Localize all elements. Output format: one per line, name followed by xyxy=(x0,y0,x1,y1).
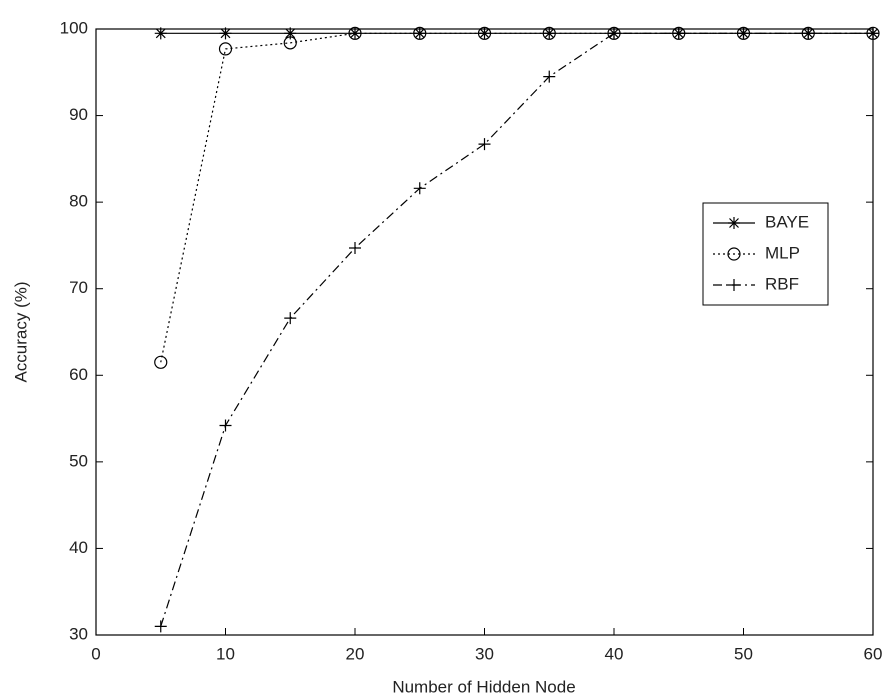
x-axis-label: Number of Hidden Node xyxy=(392,677,575,696)
marker xyxy=(155,27,167,39)
x-tick-label: 10 xyxy=(216,644,235,663)
y-tick-label: 40 xyxy=(69,538,88,557)
legend-label: MLP xyxy=(765,243,800,262)
y-tick-label: 50 xyxy=(69,451,88,470)
marker xyxy=(728,217,740,229)
x-tick-label: 0 xyxy=(91,644,100,663)
y-tick-label: 30 xyxy=(69,624,88,643)
y-tick-label: 70 xyxy=(69,278,88,297)
plot-area xyxy=(96,29,873,635)
x-tick-label: 30 xyxy=(475,644,494,663)
marker xyxy=(284,27,296,39)
y-tick-label: 90 xyxy=(69,105,88,124)
x-tick-label: 40 xyxy=(605,644,624,663)
chart: Number of Hidden Node Accuracy (%) 0 10 20… xyxy=(0,0,884,698)
y-tick-label: 80 xyxy=(69,192,88,211)
y-tick-label: 100 xyxy=(60,18,88,37)
marker xyxy=(220,27,232,39)
y-tick-label: 60 xyxy=(69,365,88,384)
x-tick-label: 60 xyxy=(864,644,883,663)
legend-label: RBF xyxy=(765,274,799,293)
x-tick-label: 50 xyxy=(734,644,753,663)
x-tick-label: 20 xyxy=(346,644,365,663)
y-axis-label: Accuracy (%) xyxy=(11,281,30,382)
legend-label: BAYE xyxy=(765,212,809,231)
